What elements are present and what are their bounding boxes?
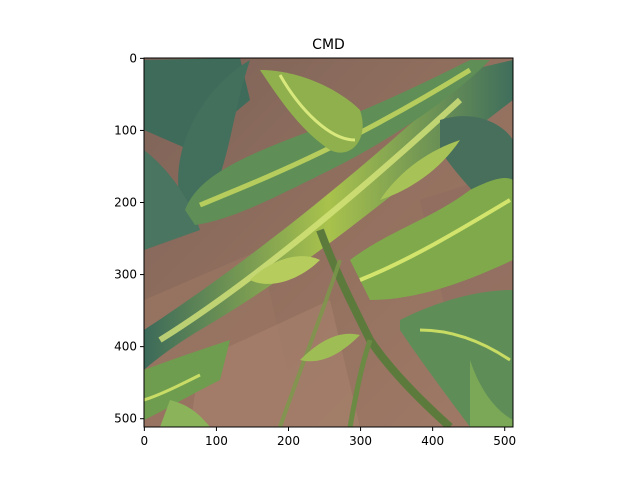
x-tick-label: 400: [421, 434, 444, 448]
y-tick-label: 100: [114, 123, 137, 137]
y-tick-label: 400: [114, 340, 137, 354]
x-tick-label: 300: [349, 434, 372, 448]
y-axis: 0 100 200 300 400 500: [114, 51, 144, 426]
chart-title: CMD: [312, 37, 345, 53]
y-tick-label: 500: [114, 412, 137, 426]
x-tick-label: 500: [493, 434, 516, 448]
x-tick-label: 100: [205, 434, 228, 448]
axes-frame: [143, 57, 514, 428]
y-tick-label: 200: [114, 196, 137, 210]
x-tick-label: 0: [141, 434, 149, 448]
plot-image: [144, 58, 513, 427]
y-tick-label: 0: [129, 51, 137, 65]
x-tick-label: 200: [277, 434, 300, 448]
x-axis: 0 100 200 300 400 500: [141, 427, 516, 448]
y-tick-label: 300: [114, 268, 137, 282]
